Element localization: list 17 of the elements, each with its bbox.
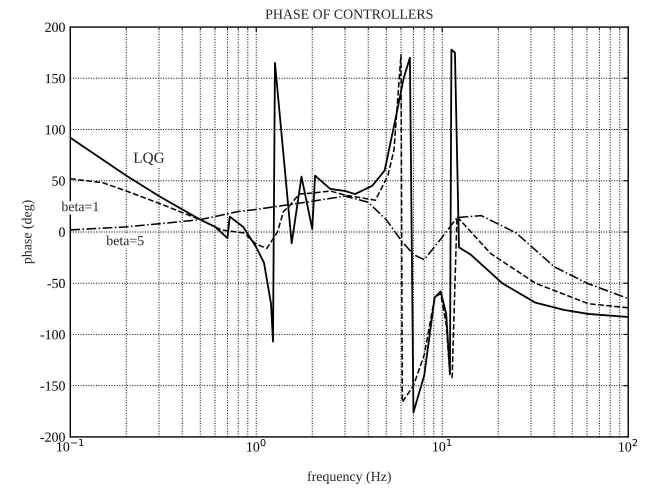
y-tick-label: -150 bbox=[40, 381, 65, 391]
y-tick-label: 200 bbox=[45, 22, 65, 32]
y-axis-title: phase (deg) bbox=[22, 200, 34, 264]
y-tick-label: 150 bbox=[46, 74, 65, 84]
y-tick-label: -100 bbox=[40, 330, 65, 340]
x-axis-title: frequency (Hz) bbox=[307, 471, 391, 484]
y-tick-label: 0 bbox=[59, 228, 65, 237]
y-tick-label: 100 bbox=[46, 125, 65, 134]
series-label: beta=5 bbox=[106, 236, 144, 246]
chart-title: PHASE OF CONTROLLERS bbox=[266, 10, 433, 19]
x-tick-label: 10$^{2}$ bbox=[619, 438, 638, 452]
x-tick-label: 10$^{0}$ bbox=[247, 438, 266, 452]
x-tick-label: 10$^{1}$ bbox=[433, 438, 452, 452]
series-label: beta=1 bbox=[61, 202, 98, 212]
y-tick-label: -50 bbox=[47, 278, 65, 288]
y-tick-label: 50 bbox=[52, 176, 65, 186]
series-label: LQG bbox=[134, 152, 164, 166]
